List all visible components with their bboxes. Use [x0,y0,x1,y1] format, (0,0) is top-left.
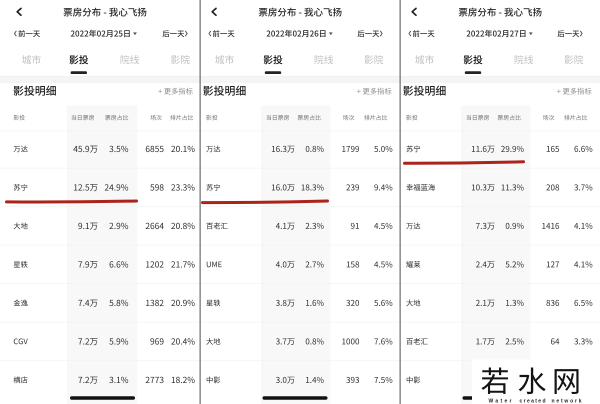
svg-text:network: network [552,398,582,404]
svg-text:Water: Water [489,398,512,404]
svg-text:created: created [520,398,546,404]
